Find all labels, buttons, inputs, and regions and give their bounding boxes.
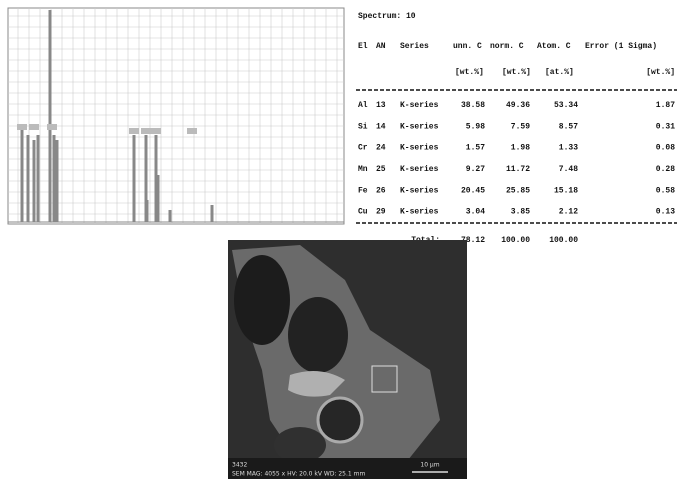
column-header: norm. C (490, 42, 524, 51)
peak-label-box (29, 124, 39, 130)
table-cell: Cu (358, 208, 368, 217)
table-cell: 15.18 (554, 186, 578, 195)
sem-pore (234, 255, 290, 345)
sem-pore (316, 396, 364, 444)
table-cell: 7.59 (511, 122, 530, 131)
column-header: Error (1 Sigma) (585, 42, 657, 51)
table-cell: Si (358, 122, 368, 131)
table-cell: K-series (400, 101, 439, 110)
sem-pore (274, 427, 326, 463)
peak (168, 210, 172, 222)
peak (55, 140, 59, 222)
peak (132, 135, 136, 222)
table-cell: 9.27 (466, 165, 485, 174)
table-cell: K-series (400, 165, 439, 174)
table-cell: Al (358, 101, 368, 110)
table-cell: 38.58 (461, 101, 485, 110)
table-cell: 1.98 (511, 144, 530, 153)
table-cell: 2.12 (559, 208, 578, 217)
sem-databar (228, 458, 467, 479)
peak (210, 205, 214, 222)
column-header: Atom. C (537, 42, 571, 51)
table-rules (356, 89, 677, 224)
table-cell: 25.85 (506, 186, 530, 195)
table-cell: 26 (376, 186, 386, 195)
analysis-box (371, 365, 398, 393)
results-table: Spectrum: 10 El AN Series unn. C norm. C Atom.… (358, 12, 675, 245)
table-cell: 1.33 (559, 144, 578, 153)
table-cell: K-series (400, 144, 439, 153)
peak (145, 200, 149, 222)
table-cell: 5.98 (466, 122, 485, 131)
peak (32, 140, 36, 222)
table-cell: 8.57 (559, 122, 578, 131)
peak-label-box (151, 128, 161, 134)
table-cell: 13 (376, 101, 386, 110)
peak-label-box (187, 128, 197, 134)
column-header: AN (376, 42, 386, 51)
table-cell: 24 (376, 144, 386, 153)
table-cell: 53.34 (554, 101, 578, 110)
peak-label-box (129, 128, 139, 134)
table-cell: 0.28 (656, 165, 675, 174)
column-header: Series (400, 42, 429, 51)
sem-image: 3432 SEM MAG: 4055 x HV: 20.0 kV WD: 25.… (228, 240, 467, 479)
peak (26, 135, 30, 222)
column-unit: [wt.%] (502, 68, 531, 77)
table-cell: Mn (358, 165, 368, 174)
table-cell: 0.31 (656, 122, 675, 131)
peak (154, 135, 158, 222)
peak (156, 175, 160, 222)
table-cell: 25 (376, 165, 386, 174)
table-cell: Cr (358, 144, 368, 153)
table-cell: K-series (400, 122, 439, 131)
peak-label-box (17, 124, 27, 130)
column-header: unn. C (453, 42, 482, 51)
column-unit: [wt.%] (455, 68, 484, 77)
table-cell: K-series (400, 186, 439, 195)
peak (52, 135, 56, 222)
table-cell: Fe (358, 186, 368, 195)
column-header: El (358, 42, 368, 51)
table-cell: K-series (400, 208, 439, 217)
table-cell: 3.85 (511, 208, 530, 217)
table-cell: 1.87 (656, 101, 675, 110)
peak-label-box (141, 128, 151, 134)
table-cell: 0.13 (656, 208, 675, 217)
image-id: 3432 (232, 462, 247, 469)
sem-bright (288, 371, 345, 397)
table-cell: 7.48 (559, 165, 578, 174)
table-cell: 3.04 (466, 208, 485, 217)
peak (36, 135, 40, 222)
table-cell: 49.36 (506, 101, 530, 110)
image-caption: SEM MAG: 4055 x HV: 20.0 kV WD: 25.1 mm (232, 471, 365, 478)
column-unit: [at.%] (545, 68, 574, 77)
sem-pore (288, 297, 348, 373)
table-cell: 1.57 (466, 144, 485, 153)
table-cell: 11.72 (506, 165, 530, 174)
table-title: Spectrum: 10 (358, 12, 416, 21)
peak-label-box (47, 124, 57, 130)
total-value: 100.00 (501, 236, 530, 245)
total-value: 100.00 (549, 236, 578, 245)
table-cell: 20.45 (461, 186, 485, 195)
peak (144, 135, 148, 222)
scale-label: 10 µm (420, 462, 439, 469)
column-unit: [wt.%] (646, 68, 675, 77)
table-cell: 0.58 (656, 186, 675, 195)
peak (20, 130, 24, 222)
table-cell: 14 (376, 122, 386, 131)
spectrum (7, 7, 345, 225)
peak (48, 10, 52, 222)
total-value: 78.12 (461, 236, 485, 245)
spectrum-frame (7, 7, 345, 225)
table-cell: 0.08 (656, 144, 675, 153)
table-cell: 29 (376, 208, 386, 217)
